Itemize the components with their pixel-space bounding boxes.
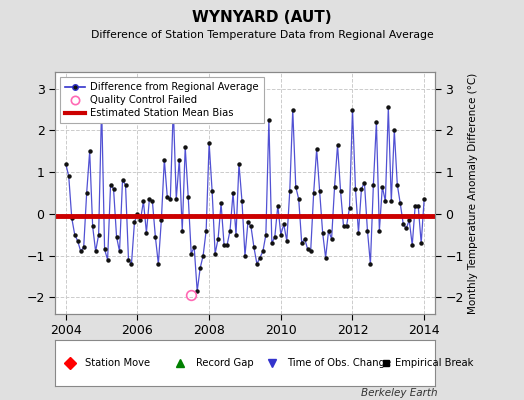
Legend: Difference from Regional Average, Quality Control Failed, Estimated Station Mean: Difference from Regional Average, Qualit… xyxy=(60,77,264,123)
Text: Berkeley Earth: Berkeley Earth xyxy=(361,388,438,398)
Text: Station Move: Station Move xyxy=(85,358,150,368)
Text: Difference of Station Temperature Data from Regional Average: Difference of Station Temperature Data f… xyxy=(91,30,433,40)
Text: WYNYARD (AUT): WYNYARD (AUT) xyxy=(192,10,332,25)
Y-axis label: Monthly Temperature Anomaly Difference (°C): Monthly Temperature Anomaly Difference (… xyxy=(468,72,478,314)
Text: Record Gap: Record Gap xyxy=(195,358,253,368)
Text: Time of Obs. Change: Time of Obs. Change xyxy=(287,358,391,368)
Text: Empirical Break: Empirical Break xyxy=(395,358,473,368)
